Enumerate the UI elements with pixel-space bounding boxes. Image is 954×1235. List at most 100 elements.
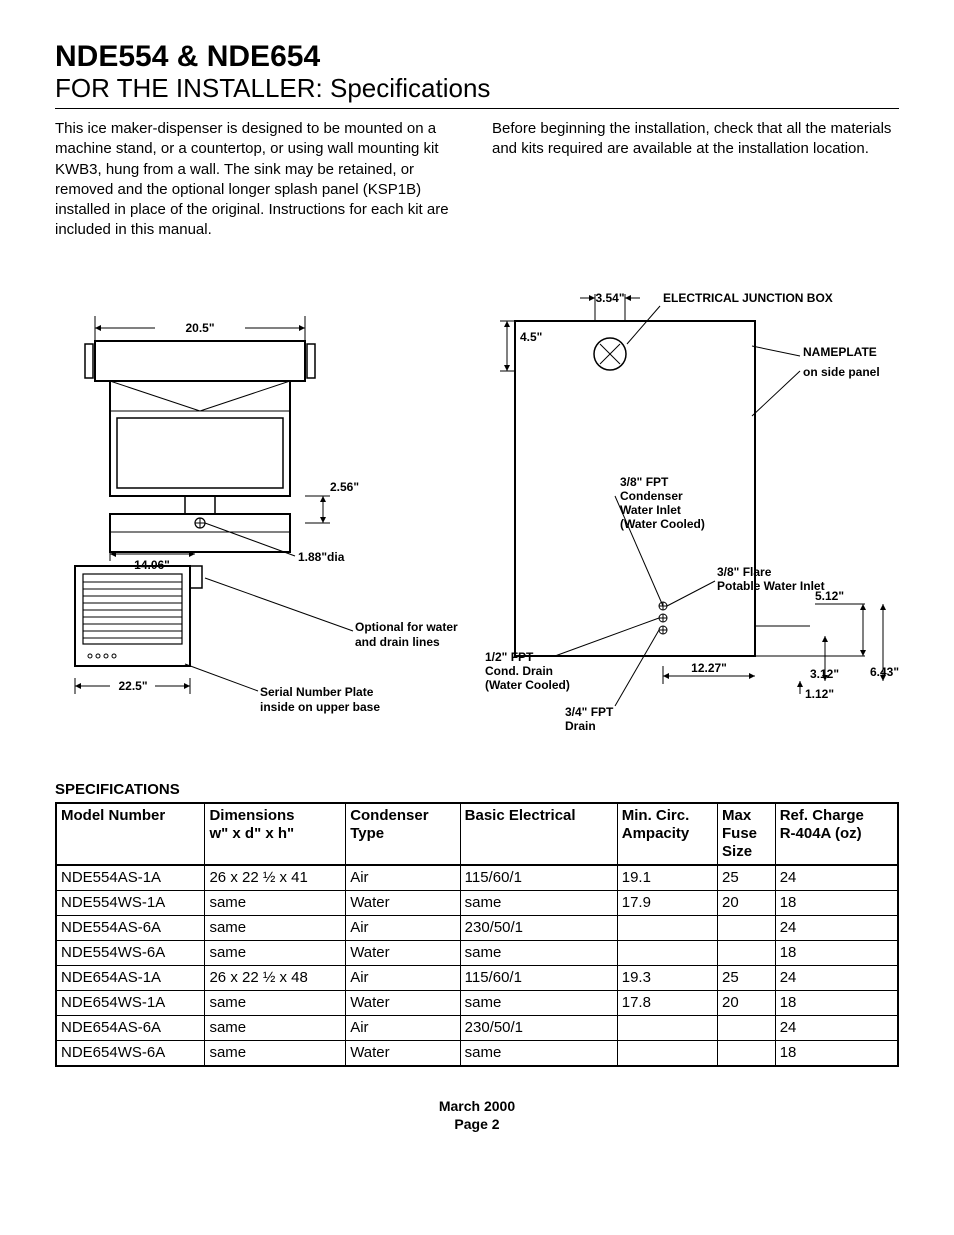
label-optional-2: and drain lines: [355, 635, 440, 649]
label-drain-2: Drain: [565, 719, 596, 733]
label-drain-1: 3/4" FPT: [565, 705, 614, 719]
label-nameplate-2: on side panel: [803, 365, 880, 379]
label-nameplate-1: NAMEPLATE: [803, 345, 877, 359]
title-sub: FOR THE INSTALLER: Specifications: [55, 73, 899, 104]
table-cell: 18: [775, 1040, 898, 1066]
table-cell: 17.8: [617, 990, 717, 1015]
table-row: NDE554WS-1AsameWatersame17.92018: [56, 890, 898, 915]
dim-4-5: 4.5": [520, 330, 542, 344]
table-cell: same: [205, 940, 346, 965]
table-cell: same: [205, 1015, 346, 1040]
table-cell: 19.3: [617, 965, 717, 990]
label-cond-3: Water Inlet: [620, 503, 681, 517]
table-cell: 25: [718, 865, 776, 891]
col-electrical: Basic Electrical: [460, 803, 617, 865]
table-cell: Air: [346, 1015, 460, 1040]
table-cell: [718, 1040, 776, 1066]
table-cell: 20: [718, 890, 776, 915]
label-flare-2: Potable Water Inlet: [717, 579, 825, 593]
label-serial-2: inside on upper base: [260, 700, 380, 714]
col-condenser: CondenserType: [346, 803, 460, 865]
col-fuse: MaxFuseSize: [718, 803, 776, 865]
label-cond-1: 3/8" FPT: [620, 475, 669, 489]
table-cell: 18: [775, 990, 898, 1015]
table-cell: 18: [775, 890, 898, 915]
intro-columns: This ice maker-dispenser is designed to …: [55, 119, 899, 241]
footer-page: Page 2: [55, 1115, 899, 1133]
table-cell: Water: [346, 1040, 460, 1066]
table-cell: 25: [718, 965, 776, 990]
table-row: NDE654AS-6AsameAir230/50/1 24: [56, 1015, 898, 1040]
col-refcharge: Ref. ChargeR-404A (oz): [775, 803, 898, 865]
title-block: NDE554 & NDE654 FOR THE INSTALLER: Speci…: [55, 40, 899, 109]
spec-heading: SPECIFICATIONS: [55, 781, 899, 798]
table-cell: 19.1: [617, 865, 717, 891]
table-cell: Water: [346, 940, 460, 965]
spec-table: Model Number Dimensionsw" x d" x h" Cond…: [55, 802, 899, 1067]
table-cell: same: [205, 990, 346, 1015]
table-cell: 24: [775, 915, 898, 940]
table-cell: Air: [346, 965, 460, 990]
table-cell: [617, 1015, 717, 1040]
table-cell: 24: [775, 865, 898, 891]
title-main: NDE554 & NDE654: [55, 40, 899, 73]
table-cell: Water: [346, 990, 460, 1015]
table-cell: 230/50/1: [460, 915, 617, 940]
label-cond-2: Condenser: [620, 489, 683, 503]
intro-right: Before beginning the installation, check…: [492, 119, 899, 241]
table-cell: same: [460, 940, 617, 965]
table-cell: NDE654AS-6A: [56, 1015, 205, 1040]
table-row: NDE554AS-6AsameAir230/50/124: [56, 915, 898, 940]
label-cond-4: (Water Cooled): [620, 517, 705, 531]
footer-date: March 2000: [55, 1097, 899, 1115]
table-cell: 24: [775, 1015, 898, 1040]
table-cell: Air: [346, 865, 460, 891]
label-conddrain-3: (Water Cooled): [485, 678, 570, 692]
table-cell: [718, 940, 776, 965]
page-footer: March 2000 Page 2: [55, 1097, 899, 1133]
table-cell: 230/50/1: [460, 1015, 617, 1040]
table-cell: NDE554WS-1A: [56, 890, 205, 915]
table-cell: [617, 1040, 717, 1066]
dim-20-5: 20.5": [185, 321, 214, 335]
table-cell: NDE654WS-1A: [56, 990, 205, 1015]
col-dimensions: Dimensionsw" x d" x h": [205, 803, 346, 865]
table-cell: NDE654WS-6A: [56, 1040, 205, 1066]
table-cell: same: [460, 890, 617, 915]
table-cell: [718, 1015, 776, 1040]
table-cell: NDE554WS-6A: [56, 940, 205, 965]
label-flare-1: 3/8" Flare: [717, 565, 772, 579]
front-view: 20.5" 14.06" 2.56" 1.88"dia: [75, 316, 359, 694]
table-cell: same: [205, 1040, 346, 1066]
table-cell: 115/60/1: [460, 965, 617, 990]
table-cell: 26 x 22 ½ x 48: [205, 965, 346, 990]
table-row: NDE554AS-1A26 x 22 ½ x 41Air115/60/119.1…: [56, 865, 898, 891]
label-ejb: ELECTRICAL JUNCTION BOX: [663, 291, 833, 305]
table-row: NDE654WS-1AsameWatersame17.82018: [56, 990, 898, 1015]
table-cell: same: [205, 915, 346, 940]
table-cell: same: [205, 890, 346, 915]
table-cell: 115/60/1: [460, 865, 617, 891]
label-conddrain-1: 1/2" FPT: [485, 650, 534, 664]
table-cell: [617, 940, 717, 965]
table-header-row: Model Number Dimensionsw" x d" x h" Cond…: [56, 803, 898, 865]
table-cell: 24: [775, 965, 898, 990]
dim-2-56: 2.56": [330, 480, 359, 494]
col-ampacity: Min. Circ.Ampacity: [617, 803, 717, 865]
table-cell: 17.9: [617, 890, 717, 915]
dim-5-12: 5.12": [815, 589, 844, 603]
table-cell: [617, 915, 717, 940]
table-cell: NDE554AS-1A: [56, 865, 205, 891]
table-cell: Water: [346, 890, 460, 915]
dim-1-12: 1.12": [805, 687, 834, 701]
table-cell: [718, 915, 776, 940]
table-row: NDE554WS-6AsameWatersame18: [56, 940, 898, 965]
col-model: Model Number: [56, 803, 205, 865]
technical-diagram: 20.5" 14.06" 2.56" 1.88"dia: [55, 286, 899, 756]
table-cell: 18: [775, 940, 898, 965]
table-cell: 20: [718, 990, 776, 1015]
table-row: NDE654WS-6AsameWatersame18: [56, 1040, 898, 1066]
intro-left: This ice maker-dispenser is designed to …: [55, 119, 462, 241]
label-optional-1: Optional for water: [355, 620, 458, 634]
dim-22-5: 22.5": [118, 679, 147, 693]
